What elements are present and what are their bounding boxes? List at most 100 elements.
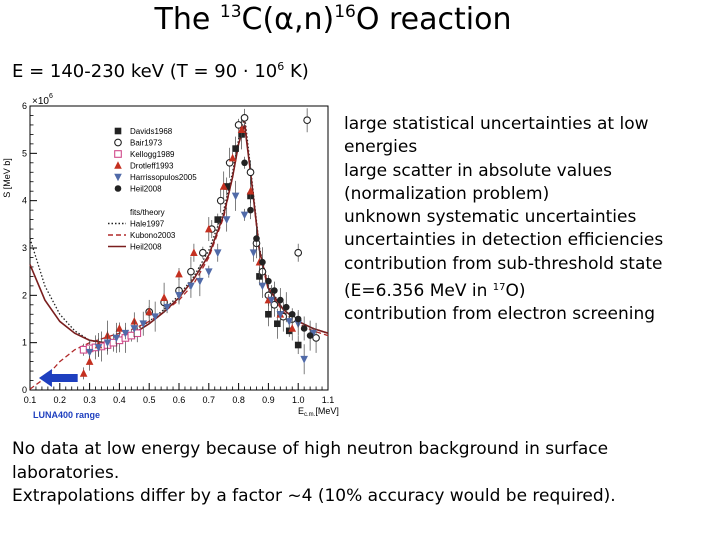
data-point [163,303,171,312]
data-point [228,153,237,162]
x-tick-label: 0.2 [54,395,67,405]
bullet-item: large statistical uncertainties at low e… [344,114,649,158]
data-point [288,310,296,318]
data-point [214,216,222,223]
y-tick-label: 1 [22,338,27,348]
energy-range-exp: 6 [277,60,285,73]
plot-frame [29,105,329,391]
data-point [232,145,239,152]
title-reaction: C(α,n) [241,2,335,37]
x-tick-label: 0.9 [262,395,275,405]
data-point [216,196,225,205]
x-tick-label: 0.8 [232,395,245,405]
data-point [85,357,94,365]
data-point [205,268,213,276]
y-tick-label: 0 [22,385,27,395]
x-tick-label: 1.1 [322,395,335,405]
legend-label: Drotleff1993 [130,162,174,171]
data-point [222,216,231,224]
data-point [121,329,130,338]
legend-marker [114,150,122,158]
energy-range: E = 140-230 keV (T = 90 · 106 K) [12,60,309,82]
fit-curve-heil2008 [29,124,329,344]
s-factor-chart: 0.1 0.2 0.3 0.4 0.5 0.6 0.7 0.8 0.9 1.0 1.1 0 1 2 3 4 5 6… [0,84,360,424]
range-arrow-label: LUNA400 range [33,410,100,420]
range-arrow-head [38,369,52,387]
y-tick-label: 2 [22,290,27,300]
data-point [294,341,302,349]
x-tick-label: 0.5 [143,395,156,405]
data-point [160,293,168,301]
data-point [187,282,195,291]
data-point [274,320,281,328]
data-point [205,224,213,233]
data-point [294,248,303,257]
fit-curve-kubono2003 [29,120,329,390]
x-axis-title-unit: [MeV] [315,406,339,416]
data-point [258,282,267,291]
data-point [265,310,272,318]
bullet-item: large scatter in absolute values (normal… [344,160,612,204]
legend-label: Kubono2003 [130,231,176,240]
data-point [151,313,159,321]
data-point [213,249,222,258]
x-tick-label: 0.7 [203,395,216,405]
bullet-text: contribution from sub-threshold state (E… [344,253,663,302]
data-point [196,277,204,286]
data-point [198,248,207,257]
data-point [247,206,254,214]
x-axis-title-sub: c.m. [304,412,316,418]
x-tick-label: 1.0 [292,395,305,405]
data-point [300,355,308,364]
y-axis-title: S [MeV b] [2,158,12,198]
x-tick-label: 0.3 [83,395,96,405]
data-point [303,116,311,125]
data-point [219,182,228,190]
data-point [231,192,240,201]
data-point [241,159,248,167]
legend-label: Heil2008 [130,185,162,194]
bullet-text-end: O) [505,281,526,302]
data-point [240,113,249,122]
conclusion-line: No data at low energy because of high ne… [12,439,609,483]
y-tick-label: 3 [22,243,27,253]
data-point [253,235,260,242]
title-sup-carbon: 13 [219,2,242,22]
data-point [267,296,276,305]
legend-label: Bair1973 [130,139,163,148]
data-point [145,307,153,316]
title-sup-oxygen: 16 [334,2,356,22]
data-point [306,332,314,339]
slide-title: The 13C(α,n)16O reaction [0,2,666,37]
title-suffix: O reaction [355,2,512,37]
data-point [259,258,266,266]
energy-range-text: E = 140-230 keV (T = 90 · 10 [12,61,278,82]
y-tick-label: 5 [22,148,27,158]
x-axis-title: Ec.m.[MeV] [298,406,339,418]
y-tick-label: 4 [22,196,27,206]
bullet-list: large statistical uncertainties at low e… [344,113,716,327]
bullet-item: contribution from sub-threshold state (E… [344,253,716,304]
data-point [277,296,284,304]
bullet-item: uncertainties in detection efficiencies [344,230,664,251]
data-point [285,318,294,326]
bullet-sup: 17 [492,282,506,294]
legend-label: Kellogg1989 [130,150,175,159]
data-point [175,269,183,278]
x-tick-label: 0.1 [24,395,37,405]
data-point [115,324,124,332]
data-point [288,324,297,332]
bullet-item: unknown systematic uncertainties [344,207,637,228]
data-point [112,334,121,343]
title-prefix: The [154,2,220,37]
legend-label: Heil2008 [130,243,162,252]
data-point [282,303,290,311]
data-point [246,186,255,195]
data-point [246,168,255,177]
data-point [223,183,230,190]
data-point [190,248,198,257]
legend-label: Hale1997 [130,220,165,229]
y-tick-label: 6 [22,101,27,111]
legend-marker [114,185,122,192]
x-axis-title-main: E [298,406,304,416]
